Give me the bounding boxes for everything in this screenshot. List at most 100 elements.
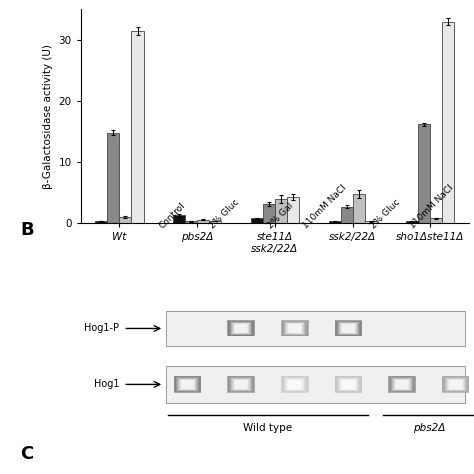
Bar: [287, 197, 299, 223]
Bar: [342, 324, 355, 333]
Bar: [442, 22, 455, 223]
Bar: [445, 377, 467, 392]
Bar: [339, 322, 358, 335]
Bar: [388, 376, 416, 393]
Bar: [392, 378, 412, 391]
Bar: [339, 378, 358, 391]
Bar: [286, 379, 303, 390]
Bar: [365, 221, 377, 223]
Bar: [448, 379, 463, 390]
Bar: [229, 321, 253, 336]
Bar: [339, 379, 357, 390]
Bar: [231, 322, 252, 335]
Bar: [394, 379, 410, 390]
Bar: [283, 377, 307, 392]
Bar: [337, 377, 360, 392]
Bar: [419, 124, 430, 223]
Bar: [174, 376, 201, 392]
Bar: [342, 380, 355, 389]
Text: 2% Gluc: 2% Gluc: [208, 198, 241, 231]
Bar: [389, 376, 415, 392]
Bar: [166, 366, 465, 403]
Bar: [335, 321, 362, 336]
Bar: [282, 321, 308, 336]
Bar: [228, 377, 254, 392]
Bar: [234, 324, 248, 333]
Text: Control: Control: [158, 201, 188, 231]
Bar: [233, 379, 249, 390]
Bar: [185, 221, 197, 223]
Bar: [287, 323, 302, 334]
Bar: [336, 377, 361, 392]
Text: Hog1: Hog1: [94, 379, 119, 390]
Text: 2% Gal: 2% Gal: [265, 201, 295, 231]
Bar: [275, 199, 287, 223]
Bar: [338, 378, 359, 391]
Bar: [449, 380, 462, 389]
Text: B: B: [20, 221, 34, 239]
Bar: [444, 377, 467, 392]
Bar: [392, 378, 412, 391]
Bar: [263, 204, 275, 223]
Bar: [108, 133, 119, 223]
Bar: [281, 376, 309, 393]
Bar: [235, 380, 247, 389]
Bar: [180, 379, 195, 390]
Bar: [281, 320, 309, 337]
Bar: [181, 380, 194, 389]
Bar: [228, 376, 254, 392]
Bar: [353, 194, 365, 223]
Bar: [447, 379, 465, 390]
Bar: [394, 379, 410, 390]
Bar: [230, 377, 252, 392]
Bar: [287, 379, 302, 390]
Bar: [173, 376, 201, 393]
Bar: [251, 219, 263, 223]
Bar: [232, 323, 250, 334]
Bar: [283, 321, 307, 336]
Text: C: C: [20, 445, 34, 463]
Bar: [447, 379, 464, 390]
Bar: [173, 215, 185, 223]
Bar: [131, 31, 144, 223]
Bar: [197, 219, 209, 223]
Bar: [228, 321, 254, 336]
Bar: [175, 377, 200, 392]
Bar: [341, 379, 356, 390]
Bar: [284, 322, 305, 335]
Text: 2% Gluc: 2% Gluc: [369, 198, 402, 231]
Bar: [336, 321, 361, 336]
Bar: [445, 378, 466, 391]
Bar: [227, 320, 255, 337]
Bar: [430, 219, 442, 223]
Bar: [230, 322, 252, 335]
Bar: [341, 207, 353, 223]
Bar: [338, 322, 359, 335]
Bar: [393, 379, 411, 390]
Bar: [341, 324, 356, 333]
Bar: [391, 377, 413, 392]
Bar: [449, 380, 463, 389]
Y-axis label: β-Galactosidase activity (U): β-Galactosidase activity (U): [43, 44, 53, 189]
Bar: [390, 377, 414, 392]
Bar: [285, 378, 304, 391]
Bar: [339, 323, 357, 334]
Bar: [209, 221, 221, 223]
Bar: [288, 380, 301, 389]
Bar: [283, 321, 307, 336]
Bar: [229, 377, 253, 392]
Text: Hog1-P: Hog1-P: [84, 323, 119, 334]
Bar: [231, 378, 252, 391]
Bar: [328, 221, 341, 223]
Bar: [340, 379, 357, 390]
Text: pbs2Δ: pbs2Δ: [413, 422, 445, 433]
Bar: [337, 377, 359, 392]
Bar: [179, 379, 196, 390]
Bar: [341, 323, 356, 334]
Bar: [283, 322, 306, 335]
Bar: [340, 323, 357, 334]
Bar: [289, 324, 301, 333]
Bar: [337, 322, 359, 335]
Bar: [341, 380, 356, 389]
Bar: [286, 323, 304, 334]
